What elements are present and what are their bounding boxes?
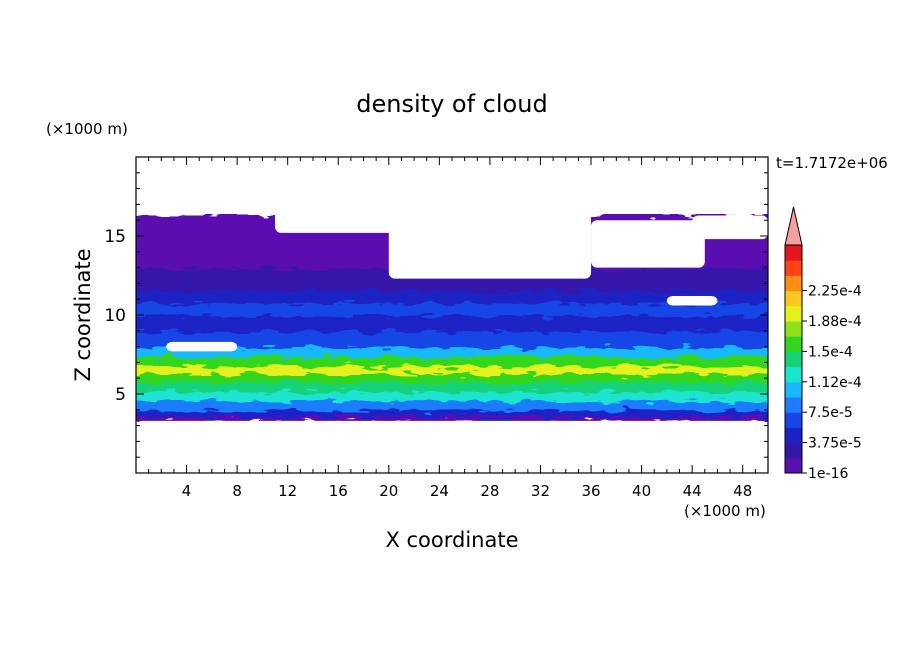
x-axis-ticks: 4 8 12 16 20 24 28 32 36 40 44 48 xyxy=(148,157,756,500)
density-band xyxy=(136,380,768,392)
y-axis-label: Z coordinate xyxy=(71,248,95,381)
colorbar-label: 3.75e-5 xyxy=(808,436,862,452)
colorbar-swatch xyxy=(785,336,802,352)
empty-region xyxy=(666,296,718,306)
empty-region xyxy=(388,172,592,279)
time-label: t=1.7172e+06 xyxy=(776,154,888,172)
x-tick-label: 48 xyxy=(733,482,752,500)
empty-region xyxy=(692,215,768,240)
colorbar-label: 7.5e-5 xyxy=(808,405,853,421)
colorbar: 1e-16 3.75e-5 7.5e-5 1.12e-4 1.5e-4 1.88e-4 2.… xyxy=(784,206,862,482)
colorbar-swatch xyxy=(785,412,802,428)
density-band xyxy=(136,329,768,348)
density-band xyxy=(136,345,768,358)
colorbar-swatch xyxy=(785,397,802,413)
empty-region xyxy=(591,220,705,268)
density-band xyxy=(136,408,768,418)
colorbar-label: 1.5e-4 xyxy=(808,344,853,360)
y-axis-ticks: 5 10 15 xyxy=(104,172,768,458)
density-band xyxy=(136,372,768,383)
density-band xyxy=(136,389,768,402)
x-tick-label: 36 xyxy=(581,482,600,500)
colorbar-swatch xyxy=(785,245,802,261)
y-tick-label: 5 xyxy=(115,385,126,405)
empty-regions xyxy=(136,157,768,473)
colorbar-swatch xyxy=(785,442,802,459)
colorbar-swatch xyxy=(785,275,802,292)
x-axis-label: X coordinate xyxy=(385,528,518,552)
empty-region xyxy=(275,172,402,233)
x-tick-label: 8 xyxy=(232,482,242,500)
x-unit-label: (×1000 m) xyxy=(684,502,766,520)
x-tick-label: 44 xyxy=(683,482,702,500)
y-unit-label: (×1000 m) xyxy=(46,120,128,138)
colorbar-label: 1.88e-4 xyxy=(808,314,862,330)
colorbar-swatch xyxy=(785,457,802,474)
y-tick-label: 10 xyxy=(104,306,126,326)
plot-area xyxy=(136,157,768,473)
colorbar-swatch xyxy=(785,321,802,337)
empty-region xyxy=(166,341,238,352)
density-band xyxy=(136,399,768,411)
x-tick-label: 4 xyxy=(182,482,192,500)
colorbar-label: 1.12e-4 xyxy=(808,375,862,391)
x-tick-label: 24 xyxy=(430,482,449,500)
density-band xyxy=(136,314,768,332)
density-band xyxy=(136,364,768,375)
colorbar-extend-arrow xyxy=(784,206,803,246)
colorbar-swatch xyxy=(785,305,802,322)
colorbar-swatch xyxy=(785,366,802,383)
x-tick-label: 12 xyxy=(278,482,297,500)
density-band xyxy=(136,355,768,367)
density-band xyxy=(136,301,768,316)
chart-title: density of cloud xyxy=(356,90,547,118)
x-tick-label: 16 xyxy=(329,482,348,500)
density-band xyxy=(136,288,768,304)
colorbar-swatch xyxy=(785,427,802,444)
colorbar-swatch xyxy=(785,351,802,368)
x-tick-label: 32 xyxy=(531,482,550,500)
x-tick-label: 40 xyxy=(632,482,651,500)
empty-region xyxy=(136,420,768,473)
colorbar-label: 2.25e-4 xyxy=(808,284,862,300)
y-tick-label: 15 xyxy=(104,227,126,247)
colorbar-swatch xyxy=(785,290,802,307)
colorbar-label: 1e-16 xyxy=(808,466,848,482)
x-tick-label: 28 xyxy=(480,482,499,500)
density-band xyxy=(136,415,768,422)
colorbar-swatch xyxy=(785,381,802,398)
colorbar-swatch xyxy=(785,260,802,276)
x-tick-label: 20 xyxy=(379,482,398,500)
